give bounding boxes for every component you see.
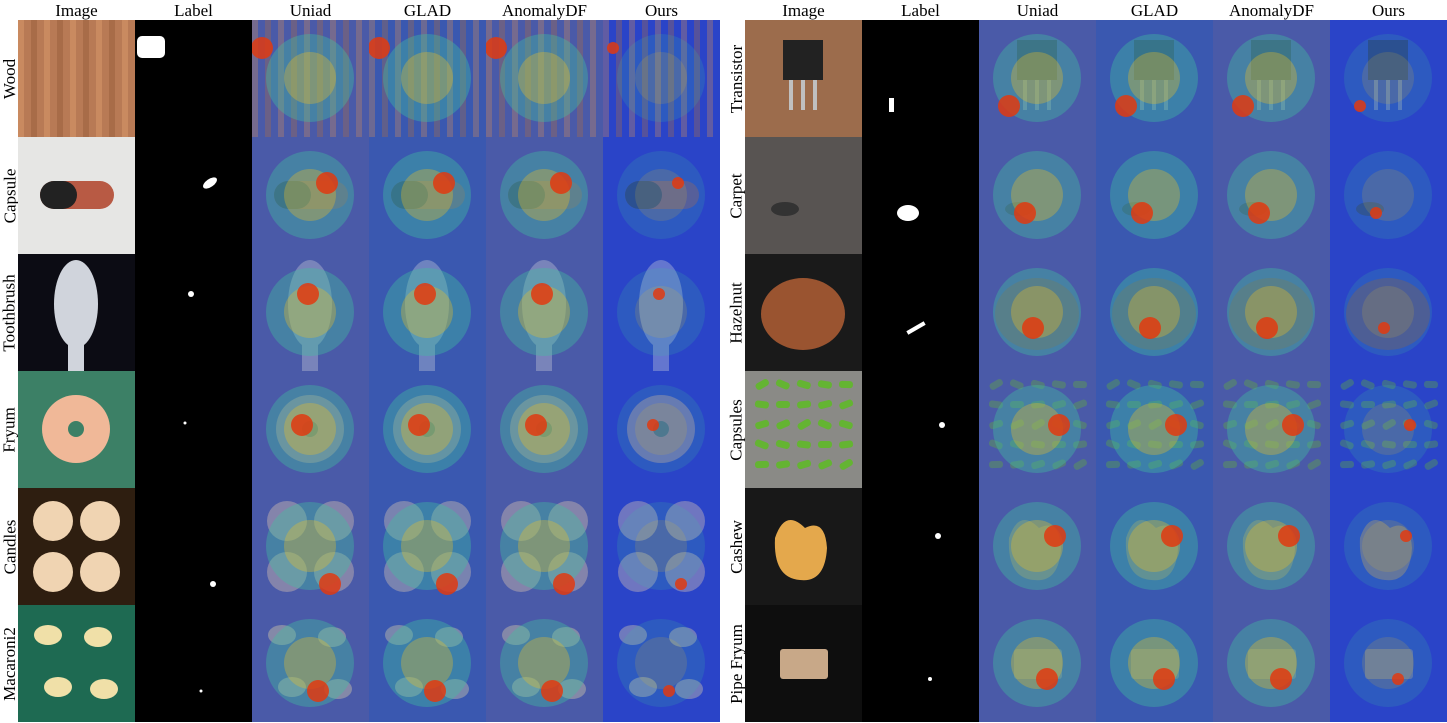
right-cell-pipe-uniad: [979, 605, 1096, 722]
right-cell-transistor-glad: [1096, 20, 1213, 137]
right-cell-carpet-uniad: [979, 137, 1096, 254]
left-column-header-image: Image: [55, 1, 98, 20]
right-column-header-uniad: Uniad: [1016, 1, 1059, 20]
right-cell-carpet-ours: [1330, 137, 1447, 254]
left-cell-capsule-anomalydf: [486, 137, 603, 254]
right-row-label-hazelnut: Hazelnut: [727, 281, 747, 344]
left-column-header-glad: GLAD: [403, 1, 452, 20]
left-cell-candles-anomalydf: [486, 488, 603, 605]
left-cell-wood-label: [135, 20, 252, 137]
right-column-header-image: Image: [782, 1, 825, 20]
right-cell-capsules-label: [862, 371, 979, 488]
left-cell-capsule-glad: [369, 137, 486, 254]
right-cell-carpet-glad: [1096, 137, 1213, 254]
left-row-label-capsule: Capsule: [0, 168, 19, 223]
right-row-label-cashew: Cashew: [727, 519, 747, 574]
left-figure-panel: Image Label Uniad GLAD AnomalyDF Ours Wood Caps…: [0, 0, 720, 723]
left-cell-macaroni-uniad: [252, 605, 369, 722]
left-column-header-label: Label: [174, 1, 213, 20]
left-cell-candles-image: [18, 488, 135, 605]
right-cell-hazelnut-image: [745, 254, 862, 371]
right-cell-pipe-ours: [1330, 605, 1447, 722]
left-cell-wood-ours: [603, 20, 720, 137]
left-column-header-uniad: Uniad: [289, 1, 332, 20]
left-cell-wood-anomalydf: [486, 20, 603, 137]
right-cell-carpet-image: [745, 137, 862, 254]
left-cell-capsule-ours: [603, 137, 720, 254]
right-cell-cashew-image: [745, 488, 862, 605]
left-column-header-anomalydf: AnomalyDF: [502, 1, 587, 20]
right-cell-capsules-glad: [1096, 371, 1213, 488]
right-cell-hazelnut-uniad: [979, 254, 1096, 371]
right-cell-hazelnut-anomalydf: [1213, 254, 1330, 371]
right-column-header-ours: Ours: [1371, 1, 1406, 20]
left-cell-toothbrush-uniad: [252, 254, 369, 371]
left-cell-candles-uniad: [252, 488, 369, 605]
left-cell-toothbrush-ours: [603, 254, 720, 371]
right-cell-pipe-label: [862, 605, 979, 722]
right-figure-panel: Image Label Uniad GLAD AnomalyDF Ours Transist…: [727, 0, 1447, 723]
left-cell-toothbrush-label: [135, 254, 252, 371]
left-cell-candles-label: [135, 488, 252, 605]
right-cell-capsules-image: [745, 371, 862, 488]
right-cell-transistor-anomalydf: [1213, 20, 1330, 137]
left-cell-wheel-ours: [603, 371, 720, 488]
right-cell-carpet-label: [862, 137, 979, 254]
left-cell-wood-uniad: [252, 20, 369, 137]
right-cell-transistor-label: [862, 20, 979, 137]
left-cell-wheel-image: [18, 371, 135, 488]
left-cell-capsule-label: [135, 137, 252, 254]
right-column-header-anomalydf: AnomalyDF: [1229, 1, 1314, 20]
right-cell-carpet-anomalydf: [1213, 137, 1330, 254]
right-column-header-glad: GLAD: [1130, 1, 1179, 20]
right-cell-pipe-glad: [1096, 605, 1213, 722]
left-cell-wheel-uniad: [252, 371, 369, 488]
left-cell-wheel-label: [135, 371, 252, 488]
right-cell-pipe-image: [745, 605, 862, 722]
right-cell-cashew-anomalydf: [1213, 488, 1330, 605]
right-cell-transistor-ours: [1330, 20, 1447, 137]
right-row-label-carpet: Carpet: [727, 172, 747, 219]
right-cell-hazelnut-label: [862, 254, 979, 371]
right-cell-hazelnut-ours: [1330, 254, 1447, 371]
left-cell-macaroni-image: [18, 605, 135, 722]
right-cell-capsules-anomalydf: [1213, 371, 1330, 488]
left-cell-candles-glad: [369, 488, 486, 605]
left-row-label-wheel: Fryum: [0, 406, 19, 453]
left-column-header-ours: Ours: [644, 1, 679, 20]
right-cell-cashew-uniad: [979, 488, 1096, 605]
left-row-label-macaroni: Macaroni2: [0, 626, 20, 701]
right-cell-pipe-anomalydf: [1213, 605, 1330, 722]
right-cell-capsules-ours: [1330, 371, 1447, 488]
right-row-label-capsules: Capsules: [727, 398, 747, 461]
left-cell-macaroni-anomalydf: [486, 605, 603, 722]
right-cell-transistor-image: [745, 20, 862, 137]
right-cell-cashew-ours: [1330, 488, 1447, 605]
right-cell-cashew-glad: [1096, 488, 1213, 605]
right-cell-cashew-label: [862, 488, 979, 605]
left-cell-macaroni-ours: [603, 605, 720, 722]
right-cell-hazelnut-glad: [1096, 254, 1213, 371]
left-cell-toothbrush-anomalydf: [486, 254, 603, 371]
right-row-label-transistor: Transistor: [727, 44, 746, 113]
right-cell-transistor-uniad: [979, 20, 1096, 137]
left-cell-macaroni-label: [135, 605, 252, 722]
right-row-label-pipe: Pipe Fryum: [727, 623, 746, 704]
left-cell-capsule-uniad: [252, 137, 369, 254]
left-cell-candles-ours: [603, 488, 720, 605]
left-cell-wood-image: [18, 20, 135, 137]
right-cell-capsules-uniad: [979, 371, 1096, 488]
left-row-label-toothbrush: Toothbrush: [0, 273, 20, 352]
left-row-label-wood: Wood: [0, 58, 19, 99]
right-column-header-label: Label: [901, 1, 940, 20]
left-cell-wheel-glad: [369, 371, 486, 488]
left-cell-toothbrush-image: [18, 254, 135, 371]
left-cell-wheel-anomalydf: [486, 371, 603, 488]
left-cell-toothbrush-glad: [369, 254, 486, 371]
left-cell-macaroni-glad: [369, 605, 486, 722]
left-cell-wood-glad: [369, 20, 486, 137]
left-cell-capsule-image: [18, 137, 135, 254]
left-row-label-candles: Candles: [0, 519, 19, 574]
